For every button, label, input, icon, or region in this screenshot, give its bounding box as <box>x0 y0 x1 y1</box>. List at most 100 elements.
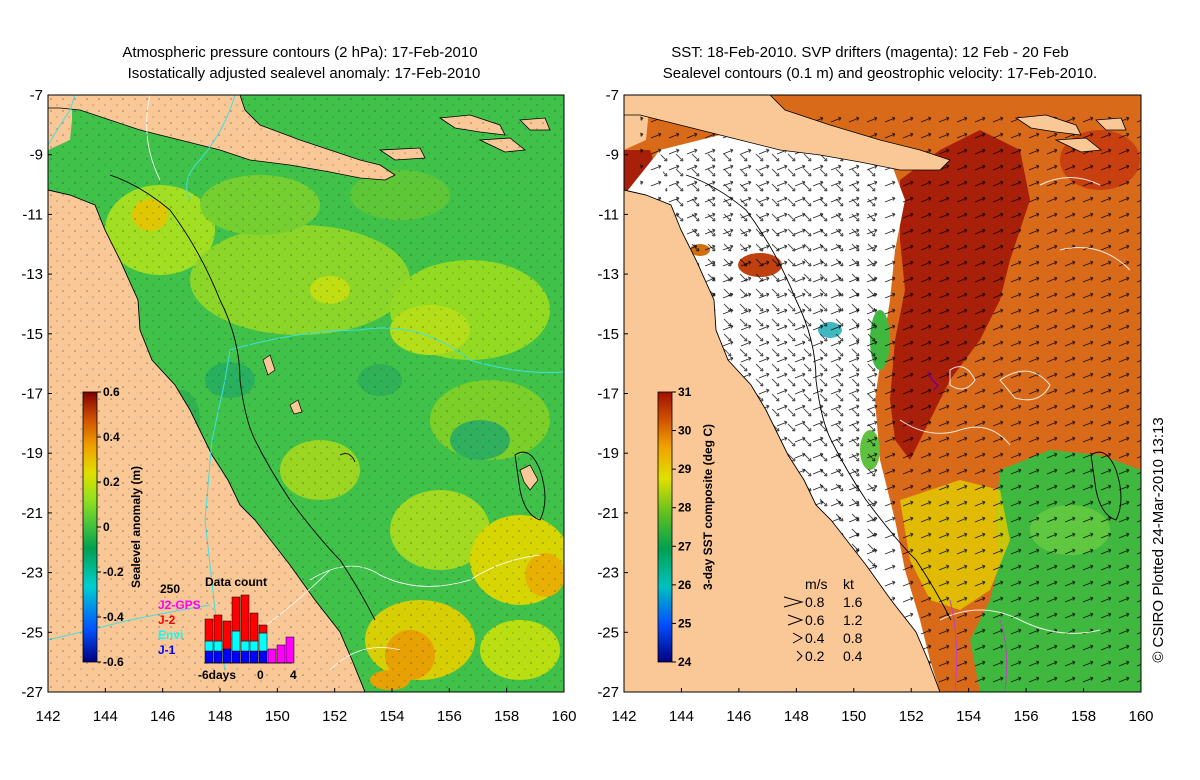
left-map <box>48 95 564 692</box>
lat-tick-label: -23 <box>597 565 619 582</box>
left-title-line1: Atmospheric pressure contours (2 hPa): 1… <box>122 44 477 61</box>
lat-tick-label: -11 <box>598 206 619 223</box>
right-title-line2: Sealevel contours (0.1 m) and geostrophi… <box>663 65 1097 82</box>
histogram-bar <box>240 594 250 642</box>
right-cape-york <box>624 189 941 692</box>
lat-tick-label: -21 <box>597 505 619 522</box>
lat-tick-label: -9 <box>30 147 43 164</box>
lon-tick-label: 148 <box>784 708 809 725</box>
colorbar-tick-label: 0 <box>103 520 110 534</box>
velocity-legend-kt: 0.4 <box>843 648 863 664</box>
right-map <box>624 95 1141 692</box>
lon-tick-label: 154 <box>956 708 981 725</box>
right-isobath <box>685 174 952 621</box>
right-svp-drifter-track <box>927 371 940 391</box>
lon-tick-label: 146 <box>150 708 175 725</box>
lat-tick-label: -7 <box>606 87 619 104</box>
lon-tick-label: 144 <box>669 708 694 725</box>
velocity-legend-kt: 1.2 <box>843 612 863 628</box>
histogram-bar <box>249 612 259 642</box>
left-reefs <box>262 354 539 491</box>
colorbar-tick-label: 28 <box>678 501 692 515</box>
left-title-line2: Isostatically adjusted sealevel anomaly:… <box>128 65 481 82</box>
velocity-legend-ms: 0.6 <box>805 612 825 628</box>
histogram-bar <box>231 630 241 652</box>
right-lat-ticks: -7 -9 -11 -13 -15 -17 -19 -21 -23 -25 -27 <box>597 87 628 701</box>
lat-tick-label: -27 <box>21 684 43 701</box>
lon-tick-label: 146 <box>726 708 751 725</box>
velocity-legend-kt-header: kt <box>843 576 854 592</box>
lon-tick-label: 150 <box>841 708 866 725</box>
velocity-legend-ms: 0.4 <box>805 630 825 646</box>
colorbar-tick-label: 24 <box>678 655 692 669</box>
credit-text: © CSIRO Plotted 24-Mar-2010 13:13 <box>1150 417 1167 662</box>
lat-tick-label: -13 <box>21 266 43 283</box>
lat-tick-label: -13 <box>597 266 619 283</box>
histogram-bar <box>258 624 268 634</box>
left-title: Atmospheric pressure contours (2 hPa): 1… <box>122 44 480 82</box>
data-count-title: Data count <box>205 575 267 589</box>
lon-tick-label: 144 <box>93 708 118 725</box>
right-islands <box>1014 114 1127 153</box>
velocity-legend-kt: 0.8 <box>843 630 863 646</box>
lon-tick-label: 152 <box>322 708 347 725</box>
lat-tick-label: -15 <box>21 326 43 343</box>
lon-tick-label: 142 <box>35 708 60 725</box>
histogram-bar <box>204 650 214 664</box>
lon-tick-label: 148 <box>207 708 232 725</box>
lat-tick-label: -17 <box>597 386 619 403</box>
histogram-bar <box>267 648 277 664</box>
legend-envi: Envi <box>158 628 183 642</box>
right-colorbar: 31 30 29 28 27 26 25 24 3-day SST composite (de… <box>657 385 715 669</box>
lon-tick-label: 142 <box>611 708 636 725</box>
histogram-bar <box>222 648 232 664</box>
histogram-bar <box>249 640 259 652</box>
colorbar-tick-label: 0.2 <box>103 475 120 489</box>
lon-tick-label: 156 <box>1014 708 1039 725</box>
histogram-bar <box>285 636 295 664</box>
lat-tick-label: -23 <box>21 565 43 582</box>
lat-tick-label: -7 <box>30 87 43 104</box>
lon-tick-label: 156 <box>437 708 462 725</box>
histogram-bar <box>258 632 268 652</box>
histogram-bar <box>222 620 232 650</box>
velocity-legend-rows: 0.8 1.6 0.6 1.2 0.4 0.8 0.2 0.4 <box>783 594 863 664</box>
colorbar-tick-label: 0.6 <box>103 385 120 399</box>
velocity-legend-ms-header: m/s <box>805 576 828 592</box>
left-lat-ticks: -7 -9 -11 -13 -15 -17 -19 -21 -23 -25 -27 <box>21 87 52 701</box>
left-colorbar: 0.6 0.4 0.2 0 -0.2 -0.4 -0.6 Sealevel anomaly … <box>82 385 143 669</box>
legend-j2gps: J2-GPS <box>158 598 201 612</box>
hist-xtick-end: 4 <box>290 668 297 682</box>
lat-tick-label: -19 <box>597 445 619 462</box>
lon-tick-label: 150 <box>265 708 290 725</box>
velocity-legend-arrow <box>796 650 803 662</box>
lon-tick-label: 160 <box>1128 708 1153 725</box>
histogram-bar <box>258 650 268 664</box>
histogram-bar <box>204 618 214 642</box>
right-colorbar-ticks: 31 30 29 28 27 26 25 24 <box>672 385 692 669</box>
right-colorbar-gradient <box>657 391 673 663</box>
legend-j1: J-1 <box>158 643 176 657</box>
data-count-inset: Data count 250 J2-GPS J-2 Envi J-1 -6day… <box>158 575 297 682</box>
colorbar-tick-label: 25 <box>678 616 692 630</box>
histogram-bar <box>213 614 223 642</box>
lat-tick-label: -19 <box>21 445 43 462</box>
colorbar-tick-label: 0.4 <box>103 430 120 444</box>
lon-tick-label: 154 <box>379 708 404 725</box>
colorbar-tick-label: -0.6 <box>103 655 124 669</box>
colorbar-tick-label: 30 <box>678 424 692 438</box>
right-svp-drifter-tracks-south <box>949 599 1008 691</box>
lat-tick-label: -17 <box>21 386 43 403</box>
data-count-max-label: 250 <box>160 582 180 596</box>
left-colorbar-label: Sealevel anomaly (m) <box>129 466 143 588</box>
left-colorbar-ticks: 0.6 0.4 0.2 0 -0.2 -0.4 -0.6 <box>97 385 124 669</box>
colorbar-tick-label: 29 <box>678 462 692 476</box>
histogram-bar <box>231 650 241 664</box>
lat-tick-label: -25 <box>21 624 43 641</box>
left-lon-ticks: 142 144 146 148 150 152 154 156 158 160 <box>35 688 577 725</box>
left-drifter-dots <box>48 95 564 692</box>
hist-xtick-start: -6days <box>198 668 236 682</box>
legend-j2: J-2 <box>158 613 176 627</box>
velocity-legend-arrow <box>792 632 804 644</box>
histogram-bar <box>249 650 259 664</box>
